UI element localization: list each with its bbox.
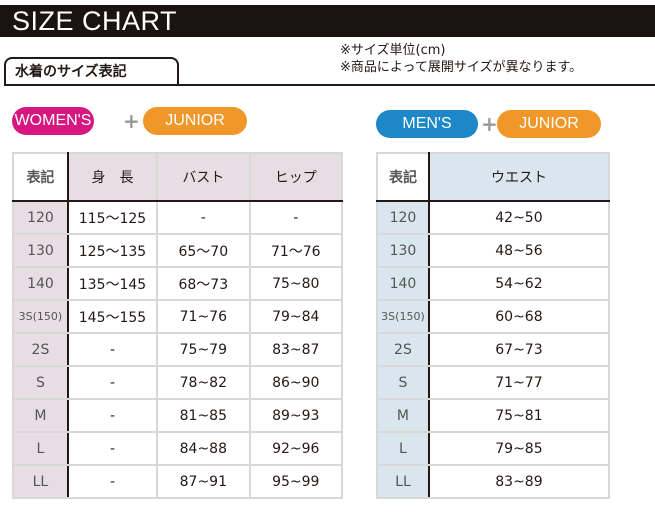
table-cell: -: [248, 200, 344, 235]
table-cell: 81~85: [156, 398, 251, 433]
size-label: 3S(150): [376, 299, 430, 334]
notes: ※サイズ単位(cm) ※商品によって展開サイズが異なります。: [340, 42, 582, 76]
table-cell: 75~80: [248, 266, 344, 301]
junior-badge: JUNIOR: [143, 107, 247, 135]
column-header: バスト: [156, 152, 251, 202]
table-row: 2S 67~73: [376, 332, 611, 367]
table-row: LL -87~91 95~99: [12, 464, 344, 499]
table-row: L -84~88 92~96: [12, 431, 344, 466]
table-cell: 83~87: [248, 332, 344, 367]
size-label: L: [376, 431, 430, 466]
table-row: LL 83~89: [376, 464, 611, 499]
table-cell: 95~99: [248, 464, 344, 499]
table-cell: 67~73: [427, 332, 611, 367]
column-header: 表記: [12, 152, 69, 202]
size-label: 130: [12, 233, 69, 268]
table-cell: 86~90: [248, 365, 344, 400]
table-cell: 79~84: [248, 299, 344, 334]
table-cell: 42~50: [427, 200, 611, 235]
table-cell: 125～135: [66, 233, 159, 268]
note-availability: ※商品によって展開サイズが異なります。: [340, 60, 583, 75]
size-label: 130: [376, 233, 430, 268]
table-row: M -81~85 89~93: [12, 398, 344, 433]
mens-size-table: 表記 ウエスト 120 42~50 130 48~56 140 54~62 3S(150) 60~…: [376, 152, 611, 499]
table-row: 130 125～135 65～70 71～76: [12, 233, 344, 268]
table-row: S -78~82 86~90: [12, 365, 344, 400]
size-label: 3S(150): [12, 299, 69, 334]
table-row: 120 115～125- -: [12, 200, 344, 235]
table-cell: 87~91: [156, 464, 251, 499]
womens-size-table: 表記身 長バスト ヒップ 120 115～125- -130 125～135 65～70 71…: [12, 152, 344, 499]
size-label: S: [376, 365, 430, 400]
table-row: L 79~85: [376, 431, 611, 466]
table-row: 2S -75~79 83~87: [12, 332, 344, 367]
column-header: ウエスト: [427, 152, 611, 202]
table-cell: 78~82: [156, 365, 251, 400]
size-label: 120: [376, 200, 430, 235]
size-label: 140: [376, 266, 430, 301]
table-row: 3S(150) 145～155 71~76 79~84: [12, 299, 344, 334]
size-label: M: [12, 398, 69, 433]
size-label: 120: [12, 200, 69, 235]
womens-badge: WOMEN'S: [12, 107, 94, 135]
table-cell: 71~76: [156, 299, 251, 334]
table-cell: 92~96: [248, 431, 344, 466]
table-row: 140 54~62: [376, 266, 611, 301]
table-cell: -: [66, 365, 159, 400]
table-cell: -: [156, 200, 251, 235]
size-label: 140: [12, 266, 69, 301]
table-cell: 48~56: [427, 233, 611, 268]
size-label: 2S: [376, 332, 430, 367]
table-cell: 68～73: [156, 266, 251, 301]
size-label: LL: [376, 464, 430, 499]
table-cell: -: [66, 431, 159, 466]
table-cell: -: [66, 332, 159, 367]
table-row: 130 48~56: [376, 233, 611, 268]
table-cell: 79~85: [427, 431, 611, 466]
table-cell: 65～70: [156, 233, 251, 268]
table-cell: 83~89: [427, 464, 611, 499]
table-cell: 75~81: [427, 398, 611, 433]
note-unit: ※サイズ単位(cm): [340, 43, 446, 58]
table-row: 120 42~50: [376, 200, 611, 235]
table-cell: 71~77: [427, 365, 611, 400]
table-cell: 54~62: [427, 266, 611, 301]
table-row: M 75~81: [376, 398, 611, 433]
mens-badge: MEN'S: [376, 110, 478, 138]
column-header: 身 長: [66, 152, 159, 202]
table-row: 3S(150) 60~68: [376, 299, 611, 334]
table-cell: 89~93: [248, 398, 344, 433]
size-label: 2S: [12, 332, 69, 367]
table-cell: -: [66, 464, 159, 499]
table-cell: 60~68: [427, 299, 611, 334]
table-cell: 84~88: [156, 431, 251, 466]
column-header: 表記: [376, 152, 430, 202]
plus-sign: +: [481, 112, 498, 136]
column-header: ヒップ: [248, 152, 344, 202]
plus-sign: +: [123, 109, 140, 133]
table-cell: -: [66, 398, 159, 433]
table-cell: 71～76: [248, 233, 344, 268]
page-title: SIZE CHART: [0, 5, 655, 37]
section-tab: 水着のサイズ表記: [4, 57, 179, 86]
table-row: S 71~77: [376, 365, 611, 400]
size-label: M: [376, 398, 430, 433]
header-row: 表記 ウエスト: [376, 152, 611, 202]
header-row: 表記身 長バスト ヒップ: [12, 152, 344, 202]
size-label: LL: [12, 464, 69, 499]
table-cell: 135～145: [66, 266, 159, 301]
junior-badge: JUNIOR: [497, 110, 601, 138]
size-label: S: [12, 365, 69, 400]
table-cell: 145～155: [66, 299, 159, 334]
table-row: 140 135～145 68～73 75~80: [12, 266, 344, 301]
divider: [4, 84, 655, 86]
size-label: L: [12, 431, 69, 466]
table-cell: 75~79: [156, 332, 251, 367]
table-cell: 115～125: [66, 200, 159, 235]
